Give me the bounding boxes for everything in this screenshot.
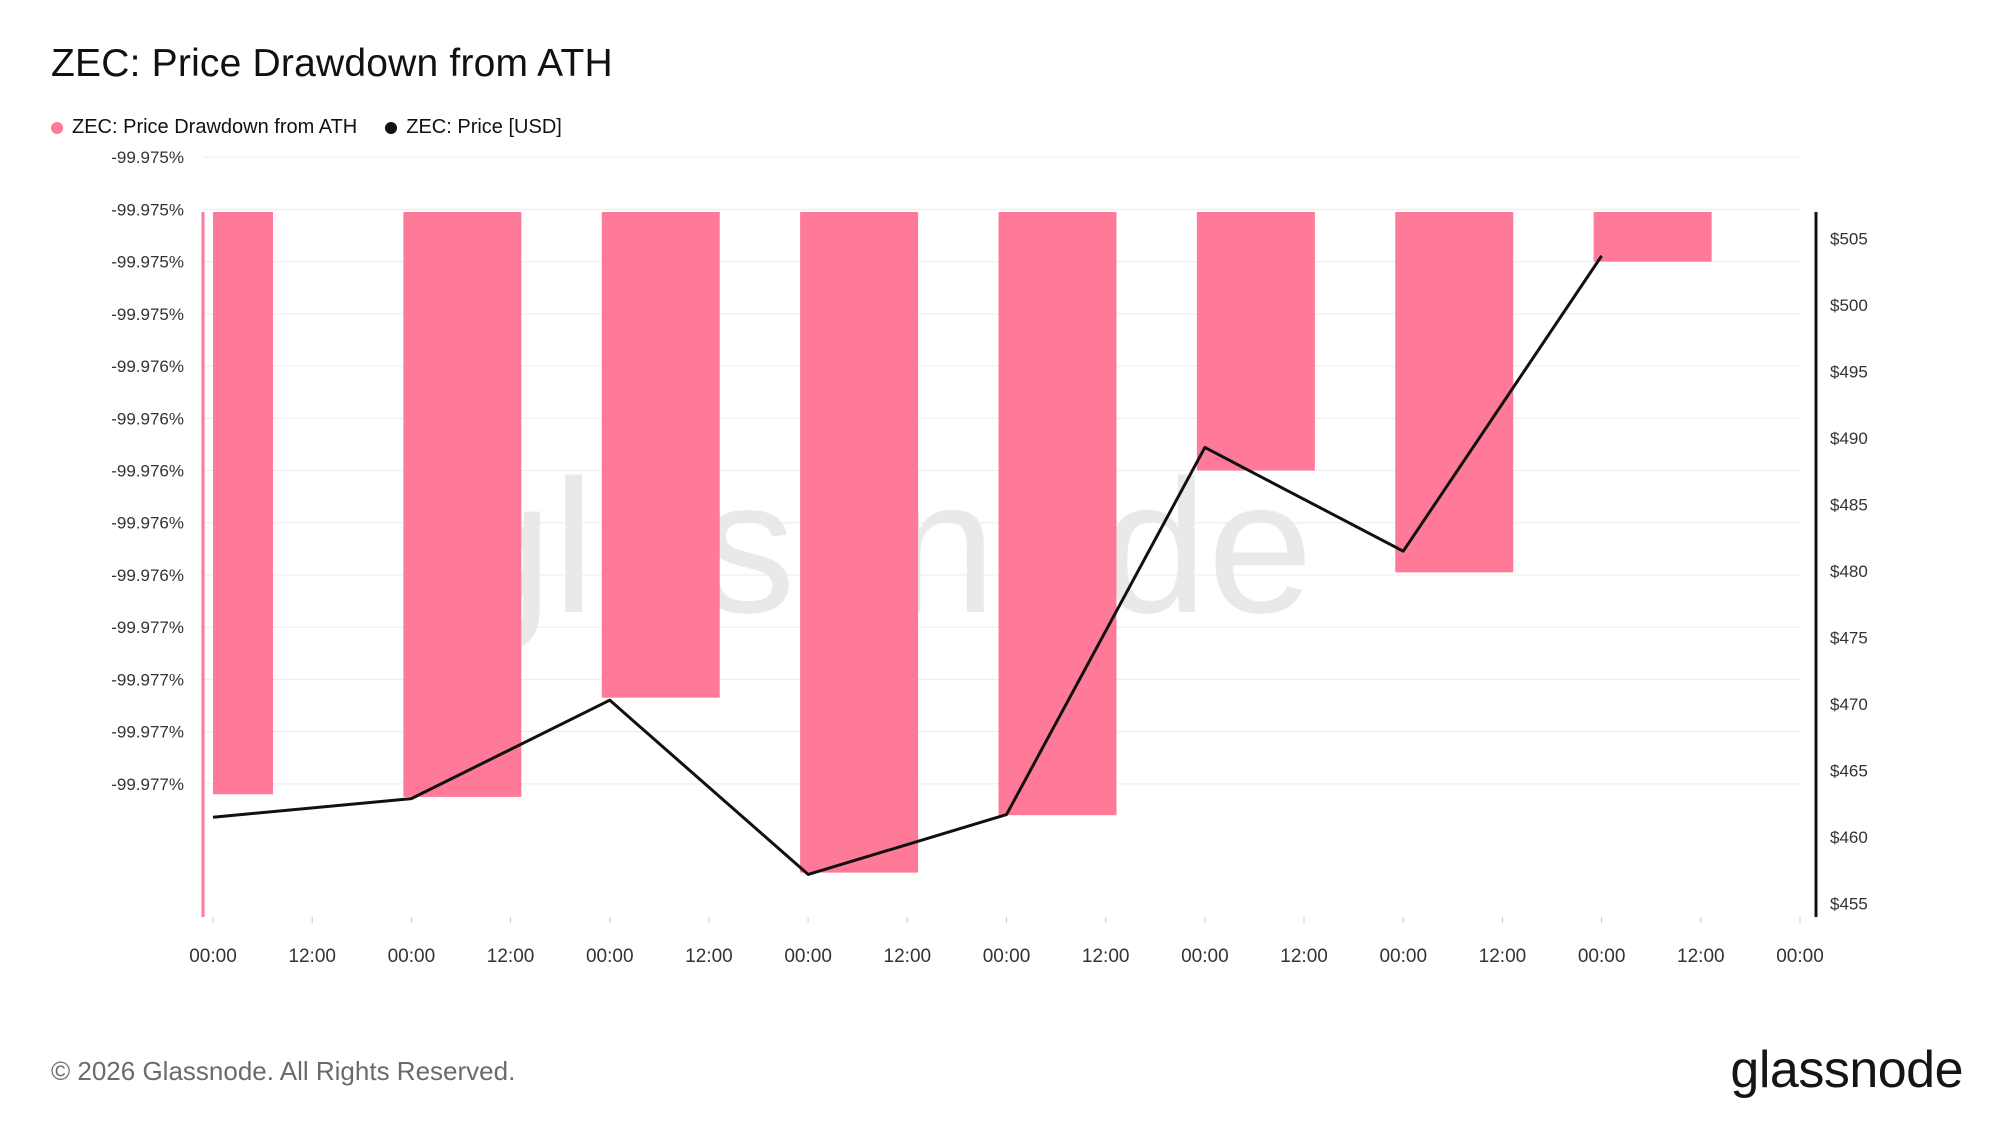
x-axis-tick-label: 00:00 — [1181, 946, 1229, 967]
x-axis-tick-label: 12:00 — [487, 946, 535, 967]
axes — [201, 212, 1818, 917]
x-axis-tick-label: 12:00 — [1280, 946, 1328, 967]
left-axis-tick-label: -99.977% — [111, 775, 184, 794]
drawdown-bar — [601, 212, 720, 698]
left-axis-tick-label: -99.976% — [111, 514, 184, 533]
glassnode-logo[interactable]: glassnode — [1730, 1041, 1963, 1099]
right-axis-tick-label: $495 — [1830, 363, 1868, 382]
right-axis-tick-label: $490 — [1830, 429, 1868, 448]
x-axis-tick-label: 00:00 — [189, 946, 237, 967]
price-line — [212, 255, 1603, 876]
x-axis-tick-label: 00:00 — [983, 946, 1031, 967]
right-axis-tick-label: $460 — [1830, 828, 1868, 847]
left-axis-ticks: -99.975% -99.975% -99.975% -99.975% -99.976%… — [111, 148, 184, 794]
left-axis-tick-label: -99.976% — [111, 357, 184, 376]
right-axis-tick-label: $465 — [1830, 762, 1868, 781]
legend-label-drawdown: ZEC: Price Drawdown from ATH — [72, 116, 358, 138]
left-axis-tick-label: -99.975% — [111, 148, 184, 167]
right-axis-tick-label: $485 — [1830, 496, 1868, 515]
left-axis-tick-label: -99.975% — [111, 253, 184, 272]
x-axis-tick-label: 00:00 — [388, 946, 436, 967]
right-axis-tick-label: $470 — [1830, 695, 1868, 714]
legend-label-price: ZEC: Price [USD] — [406, 116, 562, 138]
legend-item-price[interactable]: ZEC: Price [USD] — [385, 116, 562, 139]
x-axis-tick-label: 12:00 — [884, 946, 932, 967]
x-axis-tick-label: 00:00 — [586, 946, 634, 967]
right-axis-ticks: $455 $460 $465 $470 $475 $480 $485 $490 $495 $500… — [1830, 230, 1868, 914]
x-axis-tick-label: 00:00 — [784, 946, 832, 967]
drawdown-bar — [1196, 212, 1315, 471]
left-axis-tick-label: -99.976% — [111, 409, 184, 428]
legend-dot-drawdown-icon — [51, 121, 63, 134]
x-axis-ticks: 00:00 12:00 00:00 12:00 00:00 12:00 00:00 12:00… — [189, 917, 1824, 967]
right-axis-tick-label: $505 — [1830, 230, 1868, 249]
x-axis-tick-label: 12:00 — [1677, 946, 1725, 967]
chart-title: ZEC: Price Drawdown from ATH — [51, 42, 613, 85]
drawdown-bars — [213, 212, 1712, 873]
drawdown-bar — [403, 212, 522, 797]
legend-dot-price-icon — [385, 121, 398, 134]
drawdown-bar — [213, 212, 273, 795]
right-axis-tick-label: $480 — [1830, 562, 1868, 581]
left-axis-tick-label: -99.977% — [111, 618, 184, 637]
right-axis-tick-label: $455 — [1830, 895, 1868, 914]
drawdown-bar — [800, 212, 919, 873]
x-axis-tick-label: 00:00 — [1578, 946, 1626, 967]
x-axis-tick-label: 12:00 — [1479, 946, 1527, 967]
x-axis-tick-label: 12:00 — [685, 946, 733, 967]
left-axis-tick-label: -99.977% — [111, 723, 184, 742]
left-axis-tick-label: -99.975% — [111, 305, 184, 324]
drawdown-bar — [998, 212, 1117, 816]
drawdown-bar — [1593, 212, 1712, 262]
right-axis-tick-label: $475 — [1830, 629, 1868, 648]
left-axis-tick-label: -99.976% — [111, 462, 184, 481]
left-axis-tick-label: -99.975% — [111, 200, 184, 219]
left-axis-tick-label: -99.977% — [111, 670, 184, 689]
left-axis-tick-label: -99.976% — [111, 566, 184, 585]
copyright-text: © 2026 Glassnode. All Rights Reserved. — [51, 1056, 516, 1086]
chart-legend: ZEC: Price Drawdown from ATH ZEC: Price … — [51, 116, 562, 139]
x-axis-tick-label: 12:00 — [1082, 946, 1130, 967]
x-axis-tick-label: 00:00 — [1379, 946, 1427, 967]
drawdown-bar — [1395, 212, 1514, 573]
x-axis-tick-label: 12:00 — [288, 946, 336, 967]
legend-item-drawdown[interactable]: ZEC: Price Drawdown from ATH — [51, 116, 357, 139]
price-line-layer — [212, 255, 1603, 876]
right-axis-tick-label: $500 — [1830, 296, 1868, 315]
x-axis-tick-label: 00:00 — [1776, 946, 1824, 967]
